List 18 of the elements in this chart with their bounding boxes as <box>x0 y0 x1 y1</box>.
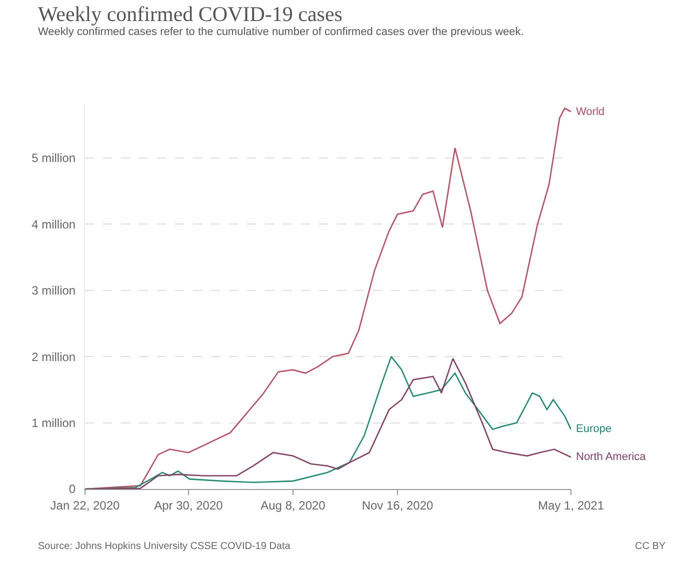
source-note: Source: Johns Hopkins University CSSE COVID-19 Data <box>38 541 291 552</box>
x-tick-label: Aug 8, 2020 <box>260 498 326 512</box>
chart-subtitle: Weekly confirmed cases refer to the cumulative number of confirmed cases over the previous week. <box>38 26 524 38</box>
y-tick-label: 1 million <box>32 416 76 430</box>
text: CC BY <box>635 541 666 552</box>
y-tick-label: 3 million <box>32 284 76 298</box>
series-label: North America <box>576 451 647 463</box>
x-tick-label: Jan 22, 2020 <box>50 498 120 512</box>
x-tick-label: Nov 16, 2020 <box>362 498 434 512</box>
series-label: Europe <box>576 423 612 435</box>
x-tick-label: Apr 30, 2020 <box>154 498 224 512</box>
y-tick-label: 4 million <box>32 217 76 232</box>
y-tick-label: 2 million <box>32 350 76 364</box>
series-label: World <box>576 106 605 118</box>
x-tick-label: May 1, 2021 <box>538 498 604 512</box>
chart-title: Weekly confirmed COVID-19 cases <box>38 2 342 26</box>
y-tick-label: 0 <box>68 482 76 496</box>
y-tick-label: 5 million <box>32 151 76 166</box>
